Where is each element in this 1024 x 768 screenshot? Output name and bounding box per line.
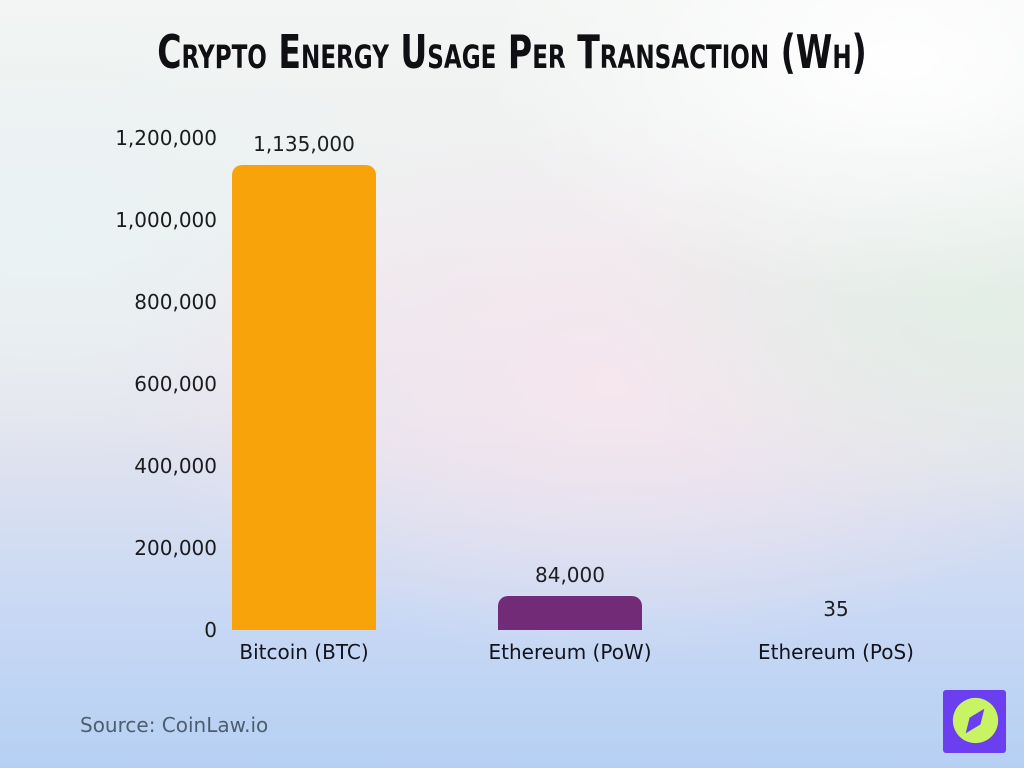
x-axis-label: Bitcoin (BTC)	[239, 640, 369, 664]
compass-needle-icon	[965, 708, 985, 734]
y-tick-label: 800,000	[134, 290, 217, 314]
x-axis-label: Ethereum (PoW)	[488, 640, 652, 664]
bar-value-label: 35	[823, 596, 849, 621]
x-axis-label: Ethereum (PoS)	[758, 640, 914, 664]
bar-value-label: 84,000	[535, 562, 605, 587]
bar-bitcoin-btc	[232, 164, 376, 630]
compass-icon	[943, 690, 1006, 753]
bar-ethereum-pow	[498, 595, 642, 630]
coinlaw-logo	[943, 690, 1006, 753]
chart-title: Crypto Energy Usage Per Transaction (Wh)	[157, 25, 867, 79]
y-tick-label: 0	[204, 618, 217, 642]
y-tick-label: 200,000	[134, 536, 217, 560]
y-tick-label: 400,000	[134, 454, 217, 478]
y-tick-label: 1,200,000	[115, 126, 217, 150]
source-credit: Source: CoinLaw.io	[80, 713, 269, 737]
bar-value-label: 1,135,000	[253, 131, 355, 156]
y-tick-label: 1,000,000	[115, 208, 217, 232]
y-tick-label: 600,000	[134, 372, 217, 396]
